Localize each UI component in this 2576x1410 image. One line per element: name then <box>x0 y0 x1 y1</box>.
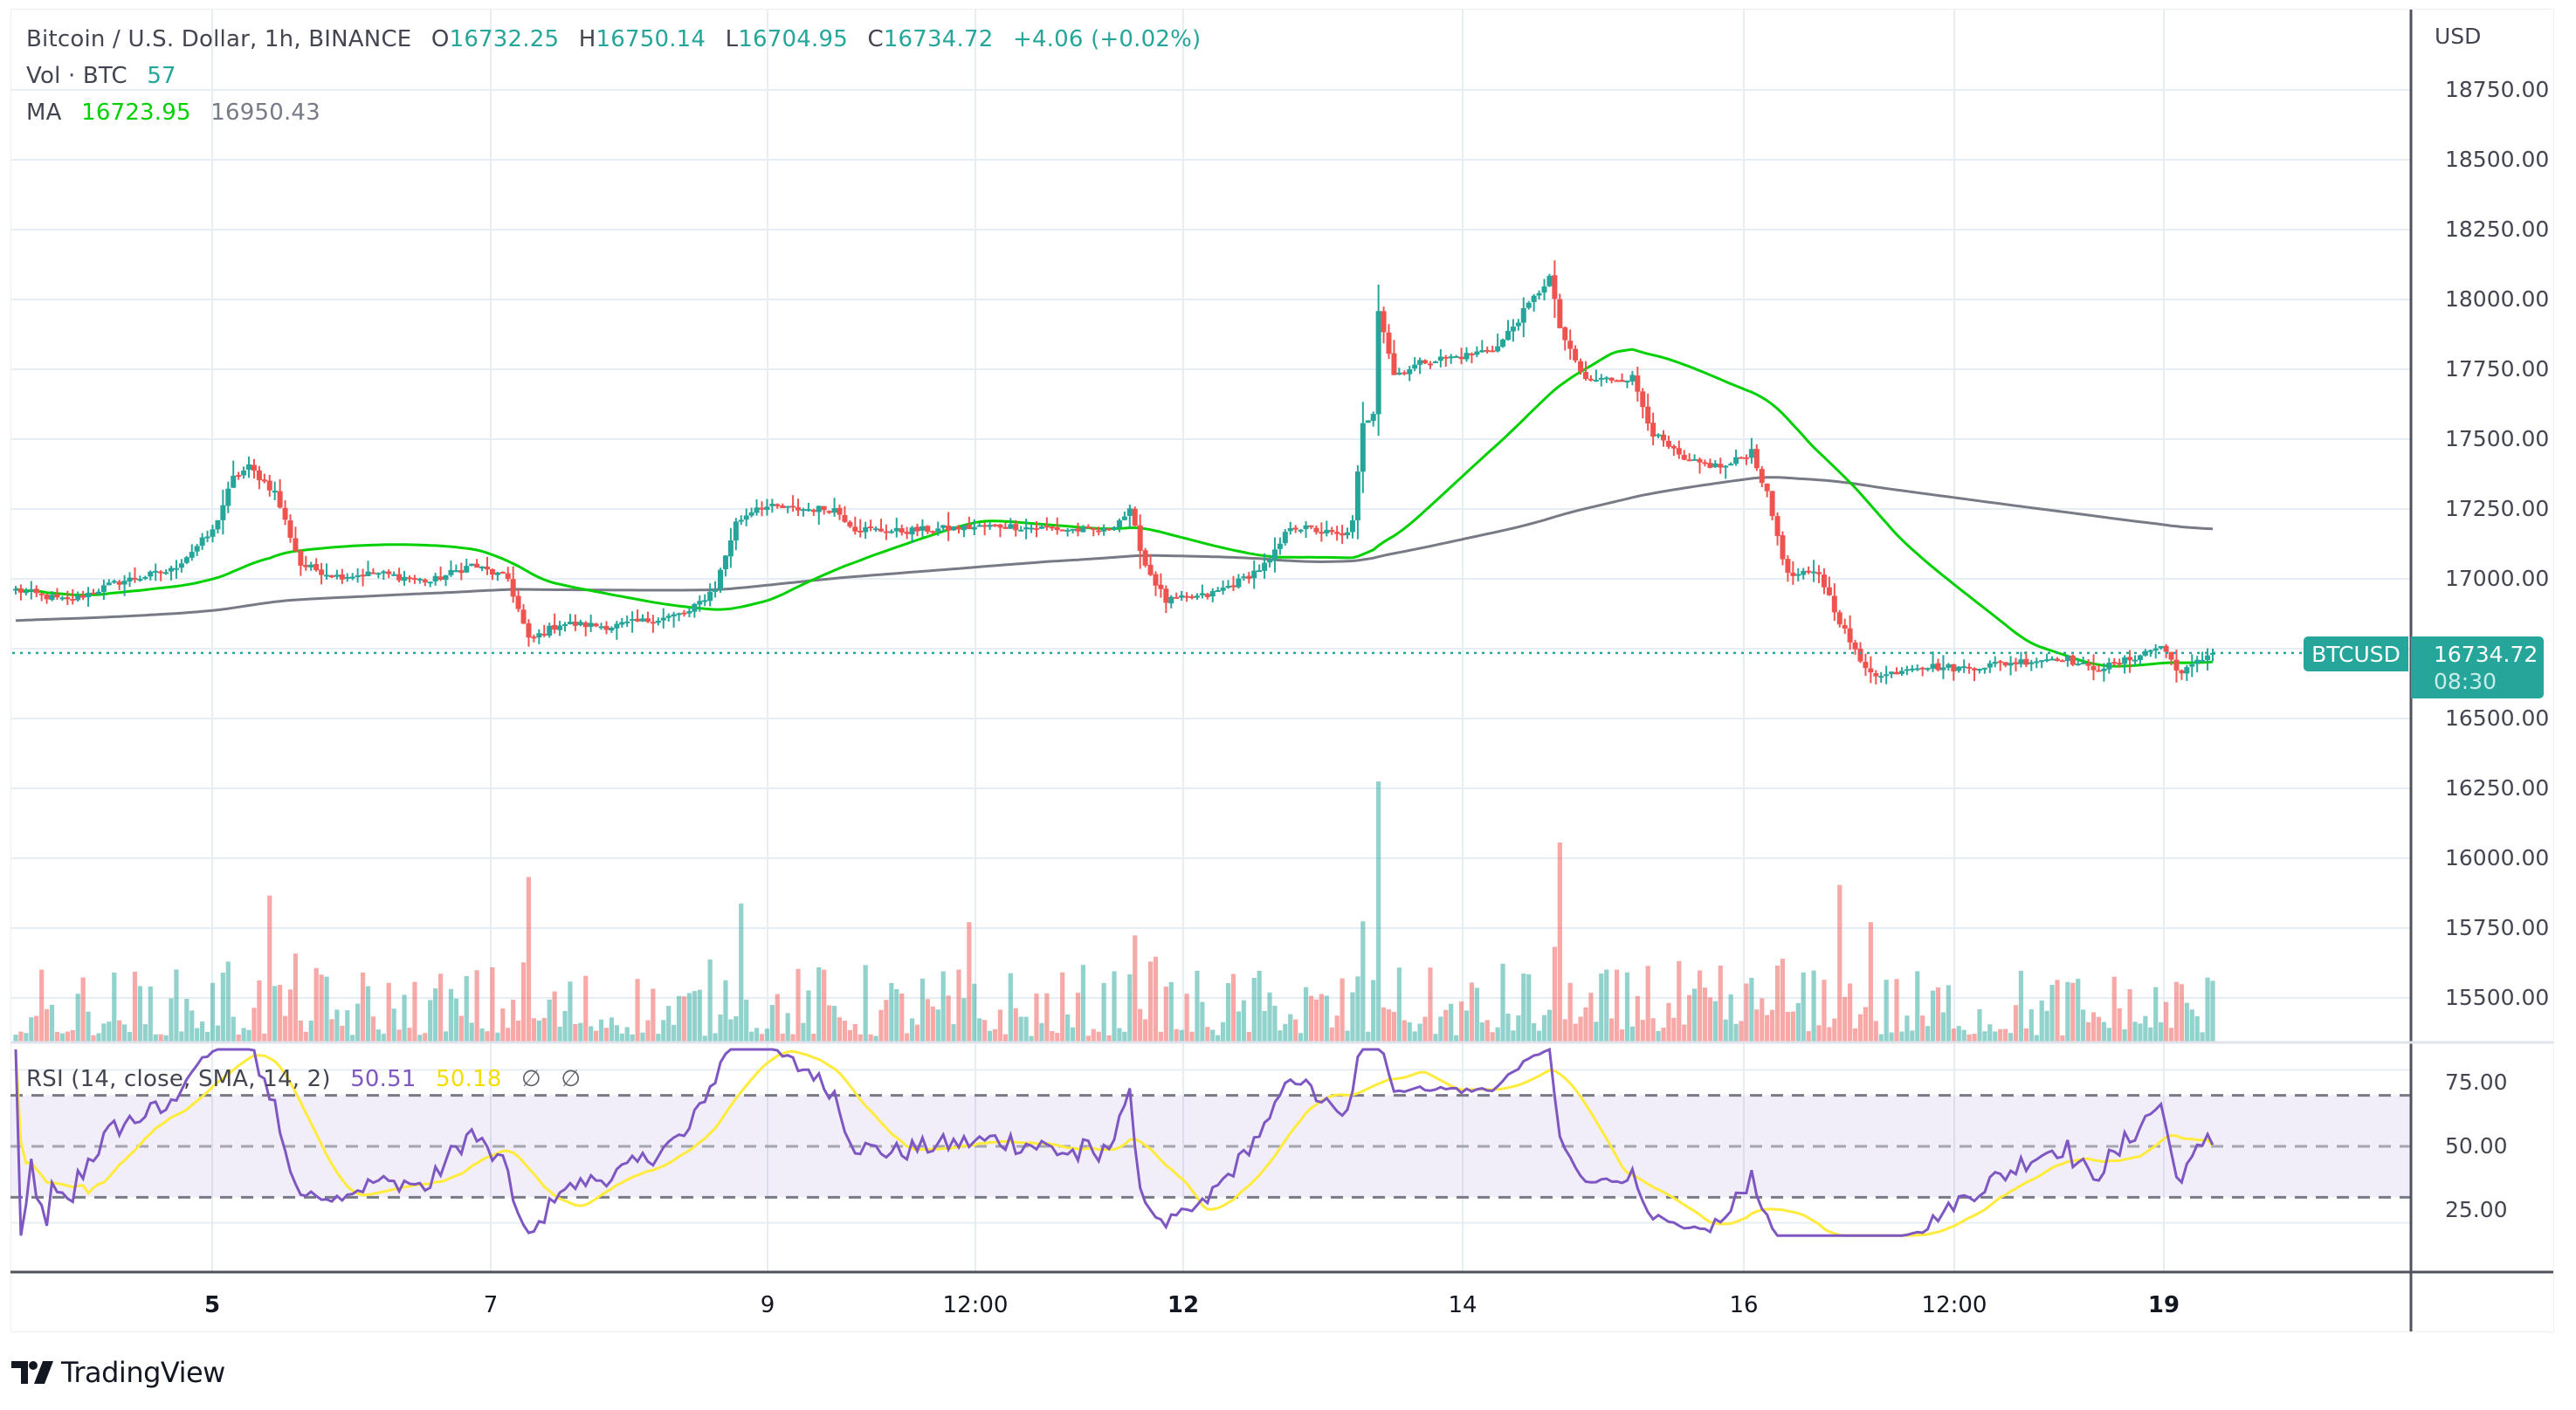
price-tick: 18500.00 <box>2445 147 2550 172</box>
rsi-ma-value: 50.18 <box>436 1066 502 1092</box>
open-value: 16732.25 <box>449 26 560 52</box>
close-label: C <box>867 26 884 52</box>
rsi-lines <box>14 1047 2214 1237</box>
time-tick: 7 <box>483 1292 499 1318</box>
time-tick: 12 <box>1167 1292 1200 1318</box>
ma-legend[interactable]: MA 16723.95 16950.43 <box>26 100 320 126</box>
rsi-legend[interactable]: RSI (14, close, SMA, 14, 2) 50.51 50.18 … <box>26 1066 581 1092</box>
price-tick: 15500.00 <box>2445 985 2550 1010</box>
time-tick: 12:00 <box>942 1292 1009 1318</box>
last-price-tag: 16734.72 08:30 <box>2411 636 2544 698</box>
rsi-label: RSI (14, close, SMA, 14, 2) <box>26 1066 331 1092</box>
low-label: L <box>725 26 739 52</box>
high-label: H <box>578 26 596 52</box>
ma-slow-value: 16950.43 <box>210 100 320 126</box>
price-tick: 17250.00 <box>2445 496 2550 521</box>
volume-label: Vol · BTC <box>26 63 127 89</box>
rsi-tick: 75.00 <box>2445 1070 2508 1095</box>
currency-label: USD <box>2435 24 2482 49</box>
close-value: 16734.72 <box>883 26 994 52</box>
price-tick: 18750.00 <box>2445 77 2550 102</box>
time-tick: 19 <box>2147 1292 2180 1318</box>
price-tick: 17750.00 <box>2445 356 2550 382</box>
symbol-price-tag: BTCUSD <box>2304 636 2408 671</box>
grid-lines <box>10 10 2410 1271</box>
time-tick: 5 <box>203 1292 221 1318</box>
rsi-tick: 50.00 <box>2445 1133 2508 1159</box>
price-tick: 16250.00 <box>2445 775 2550 801</box>
price-tick: 16500.00 <box>2445 705 2550 731</box>
price-tick: 17500.00 <box>2445 426 2550 451</box>
ma-slow-line <box>15 476 2214 622</box>
volume-bars <box>13 781 2215 1042</box>
time-tick: 16 <box>1729 1292 1759 1318</box>
tradingview-logo-icon <box>11 1361 53 1384</box>
price-tick: 18250.00 <box>2445 217 2550 242</box>
time-tick: 9 <box>760 1292 775 1318</box>
high-value: 16750.14 <box>596 26 706 52</box>
time-tick: 14 <box>1448 1292 1477 1318</box>
price-tick: 15750.00 <box>2445 915 2550 940</box>
price-tick: 18000.00 <box>2445 286 2550 312</box>
price-tick: 17000.00 <box>2445 566 2550 591</box>
low-value: 16704.95 <box>738 26 848 52</box>
bar-countdown: 08:30 <box>2434 669 2497 694</box>
rsi-tick: 25.00 <box>2445 1197 2508 1222</box>
tradingview-logo[interactable]: TradingView <box>11 1356 225 1389</box>
symbol-title: Bitcoin / U.S. Dollar, 1h, BINANCE <box>26 26 412 52</box>
last-price: 16734.72 <box>2434 642 2538 667</box>
chart-frame <box>10 9 2554 1332</box>
volume-legend[interactable]: Vol · BTC 57 <box>26 63 176 89</box>
rsi-lower-band-value: ∅ <box>561 1066 582 1092</box>
time-tick: 12:00 <box>1921 1292 1987 1318</box>
ma-fast-line <box>15 347 2214 668</box>
open-label: O <box>430 26 450 52</box>
symbol-legend[interactable]: Bitcoin / U.S. Dollar, 1h, BINANCE O1673… <box>26 26 1201 52</box>
change-value: +4.06 (+0.02%) <box>1012 26 1202 52</box>
tradingview-logo-text: TradingView <box>61 1356 225 1389</box>
ma-fast-value: 16723.95 <box>81 100 191 126</box>
price-tick: 16000.00 <box>2445 845 2550 870</box>
ma-label: MA <box>26 100 62 126</box>
rsi-upper-band-value: ∅ <box>521 1066 541 1092</box>
rsi-band <box>10 1094 2410 1199</box>
volume-value: 57 <box>147 63 176 89</box>
rsi-value: 50.51 <box>350 1066 417 1092</box>
candlesticks <box>12 260 2305 684</box>
